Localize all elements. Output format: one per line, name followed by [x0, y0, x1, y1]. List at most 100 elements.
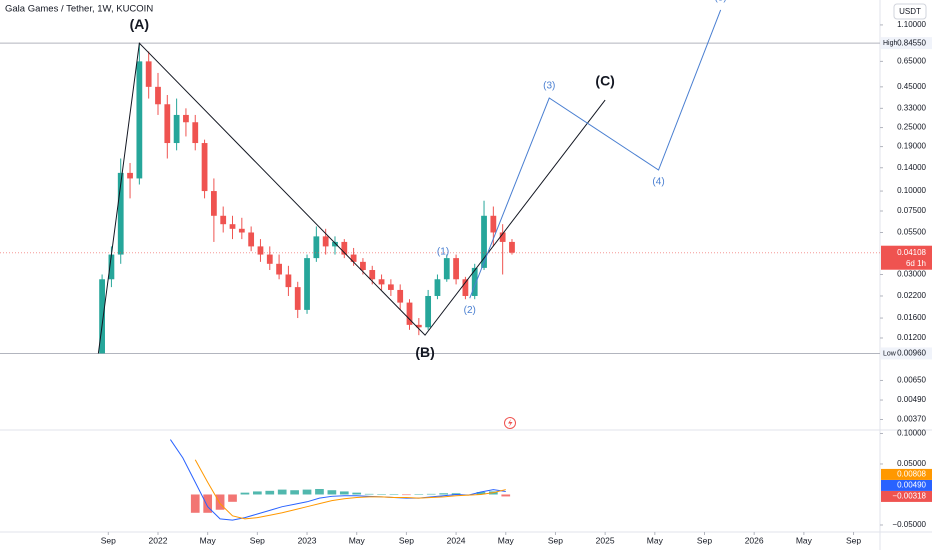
candle-body	[406, 302, 413, 325]
x-tick-label: May	[796, 535, 813, 545]
candle-body	[462, 279, 469, 296]
x-tick-label: 2025	[596, 535, 615, 545]
histogram-bar	[339, 491, 349, 495]
y-tick-label: 0.01600	[897, 313, 926, 322]
chart-title: Gala Games / Tether, 1W, KUCOIN	[5, 4, 153, 15]
wave-line	[97, 42, 606, 354]
y-tick-label: 0.01200	[897, 333, 926, 342]
last-value: 0.00808	[897, 470, 926, 479]
y-tick-label: 0.05000	[897, 459, 926, 468]
candle-body	[332, 241, 338, 247]
candle-body	[378, 279, 385, 285]
y-tick-label: 0.00650	[897, 376, 926, 385]
x-tick-label: Sep	[101, 535, 116, 545]
x-tick-label: 2022	[149, 535, 168, 545]
candle-body	[443, 258, 450, 280]
y-tick-label: 0.14000	[897, 163, 926, 172]
histogram-bar	[315, 488, 324, 495]
candle-body	[304, 258, 310, 310]
wave-label: (3)	[543, 81, 555, 92]
alert-icon[interactable]	[504, 417, 516, 429]
x-tick-label: May	[349, 535, 366, 545]
currency-box[interactable]	[893, 3, 927, 20]
low-name-box	[881, 347, 897, 360]
histogram-bar	[253, 491, 262, 495]
histogram-bar	[377, 494, 386, 495]
histogram-bar	[203, 494, 213, 513]
candle-body	[276, 263, 282, 275]
histogram-bar	[215, 494, 225, 510]
last-value: 0.00490	[897, 481, 926, 490]
candle-body	[415, 324, 422, 328]
candle-body	[471, 267, 478, 296]
y-tick-label: 0.25000	[897, 123, 926, 132]
low-value: 0.00960	[897, 349, 926, 358]
candle-body	[99, 279, 105, 354]
histogram-bar	[290, 490, 299, 495]
last-value-box	[881, 479, 932, 491]
x-tick-label: Sep	[697, 535, 712, 545]
candle-body	[341, 241, 348, 255]
y-tick-label: 1.10000	[897, 20, 926, 29]
wave-label: (2)	[464, 305, 476, 316]
x-tick-label: Sep	[548, 535, 563, 545]
candle-body	[425, 295, 432, 328]
candle-body	[192, 122, 199, 144]
high-value: 0.84550	[897, 38, 926, 47]
macd-line	[194, 459, 506, 520]
x-tick-label: Sep	[846, 535, 861, 545]
candle-body	[294, 287, 301, 310]
candle-body	[164, 104, 171, 144]
candle-body	[285, 274, 292, 288]
x-tick-label: 2023	[298, 535, 317, 545]
candle-body	[453, 258, 459, 280]
histogram-bar	[352, 492, 362, 495]
last-value: −0.00318	[892, 492, 926, 501]
candle-body	[183, 114, 189, 123]
histogram-bar	[302, 489, 312, 495]
histogram-bar	[327, 490, 337, 495]
y-tick-label: 0.07500	[897, 206, 926, 215]
high-value-box	[897, 37, 932, 50]
candle-body	[248, 232, 255, 247]
histogram-bar	[402, 494, 411, 496]
histogram-bar	[439, 493, 449, 495]
annotation: (1)	[437, 247, 449, 258]
last-value-box	[881, 490, 932, 502]
candle-body	[238, 228, 245, 233]
candle-body	[266, 254, 273, 264]
candle-body	[257, 246, 264, 255]
candle-body	[173, 114, 180, 144]
candle-body	[117, 172, 124, 255]
x-tick-label: May	[647, 535, 664, 545]
histogram-bar	[364, 493, 374, 495]
x-tick-label: 2024	[447, 535, 466, 545]
candle-body	[481, 215, 487, 268]
candle-body	[490, 215, 497, 233]
histogram-bar	[501, 494, 511, 497]
x-tick-label: May	[498, 535, 515, 545]
high-name-box	[881, 37, 897, 50]
wave-label: (5)	[715, 0, 727, 4]
wave-label: (4)	[652, 177, 664, 188]
candle-body	[201, 143, 208, 192]
histogram-bar	[277, 489, 287, 495]
macd-line	[169, 439, 506, 521]
y-tick-label: 0.10000	[897, 186, 926, 195]
histogram-bar	[476, 492, 486, 495]
countdown: 6d 1h	[906, 259, 926, 268]
y-tick-label: 0.00490	[897, 395, 926, 404]
high-name: High	[883, 40, 898, 47]
histogram-bar	[265, 490, 275, 495]
alert-bolt	[508, 419, 513, 427]
wave-label: (A)	[130, 16, 149, 32]
low-value-box	[897, 347, 932, 360]
x-tick-label: 2026	[745, 535, 764, 545]
candle-body	[127, 172, 133, 179]
histogram-bar	[240, 492, 250, 495]
histogram-bar	[414, 494, 424, 495]
candle-body	[145, 61, 152, 87]
wave-label: (B)	[415, 344, 434, 360]
x-tick-label: Sep	[399, 535, 414, 545]
